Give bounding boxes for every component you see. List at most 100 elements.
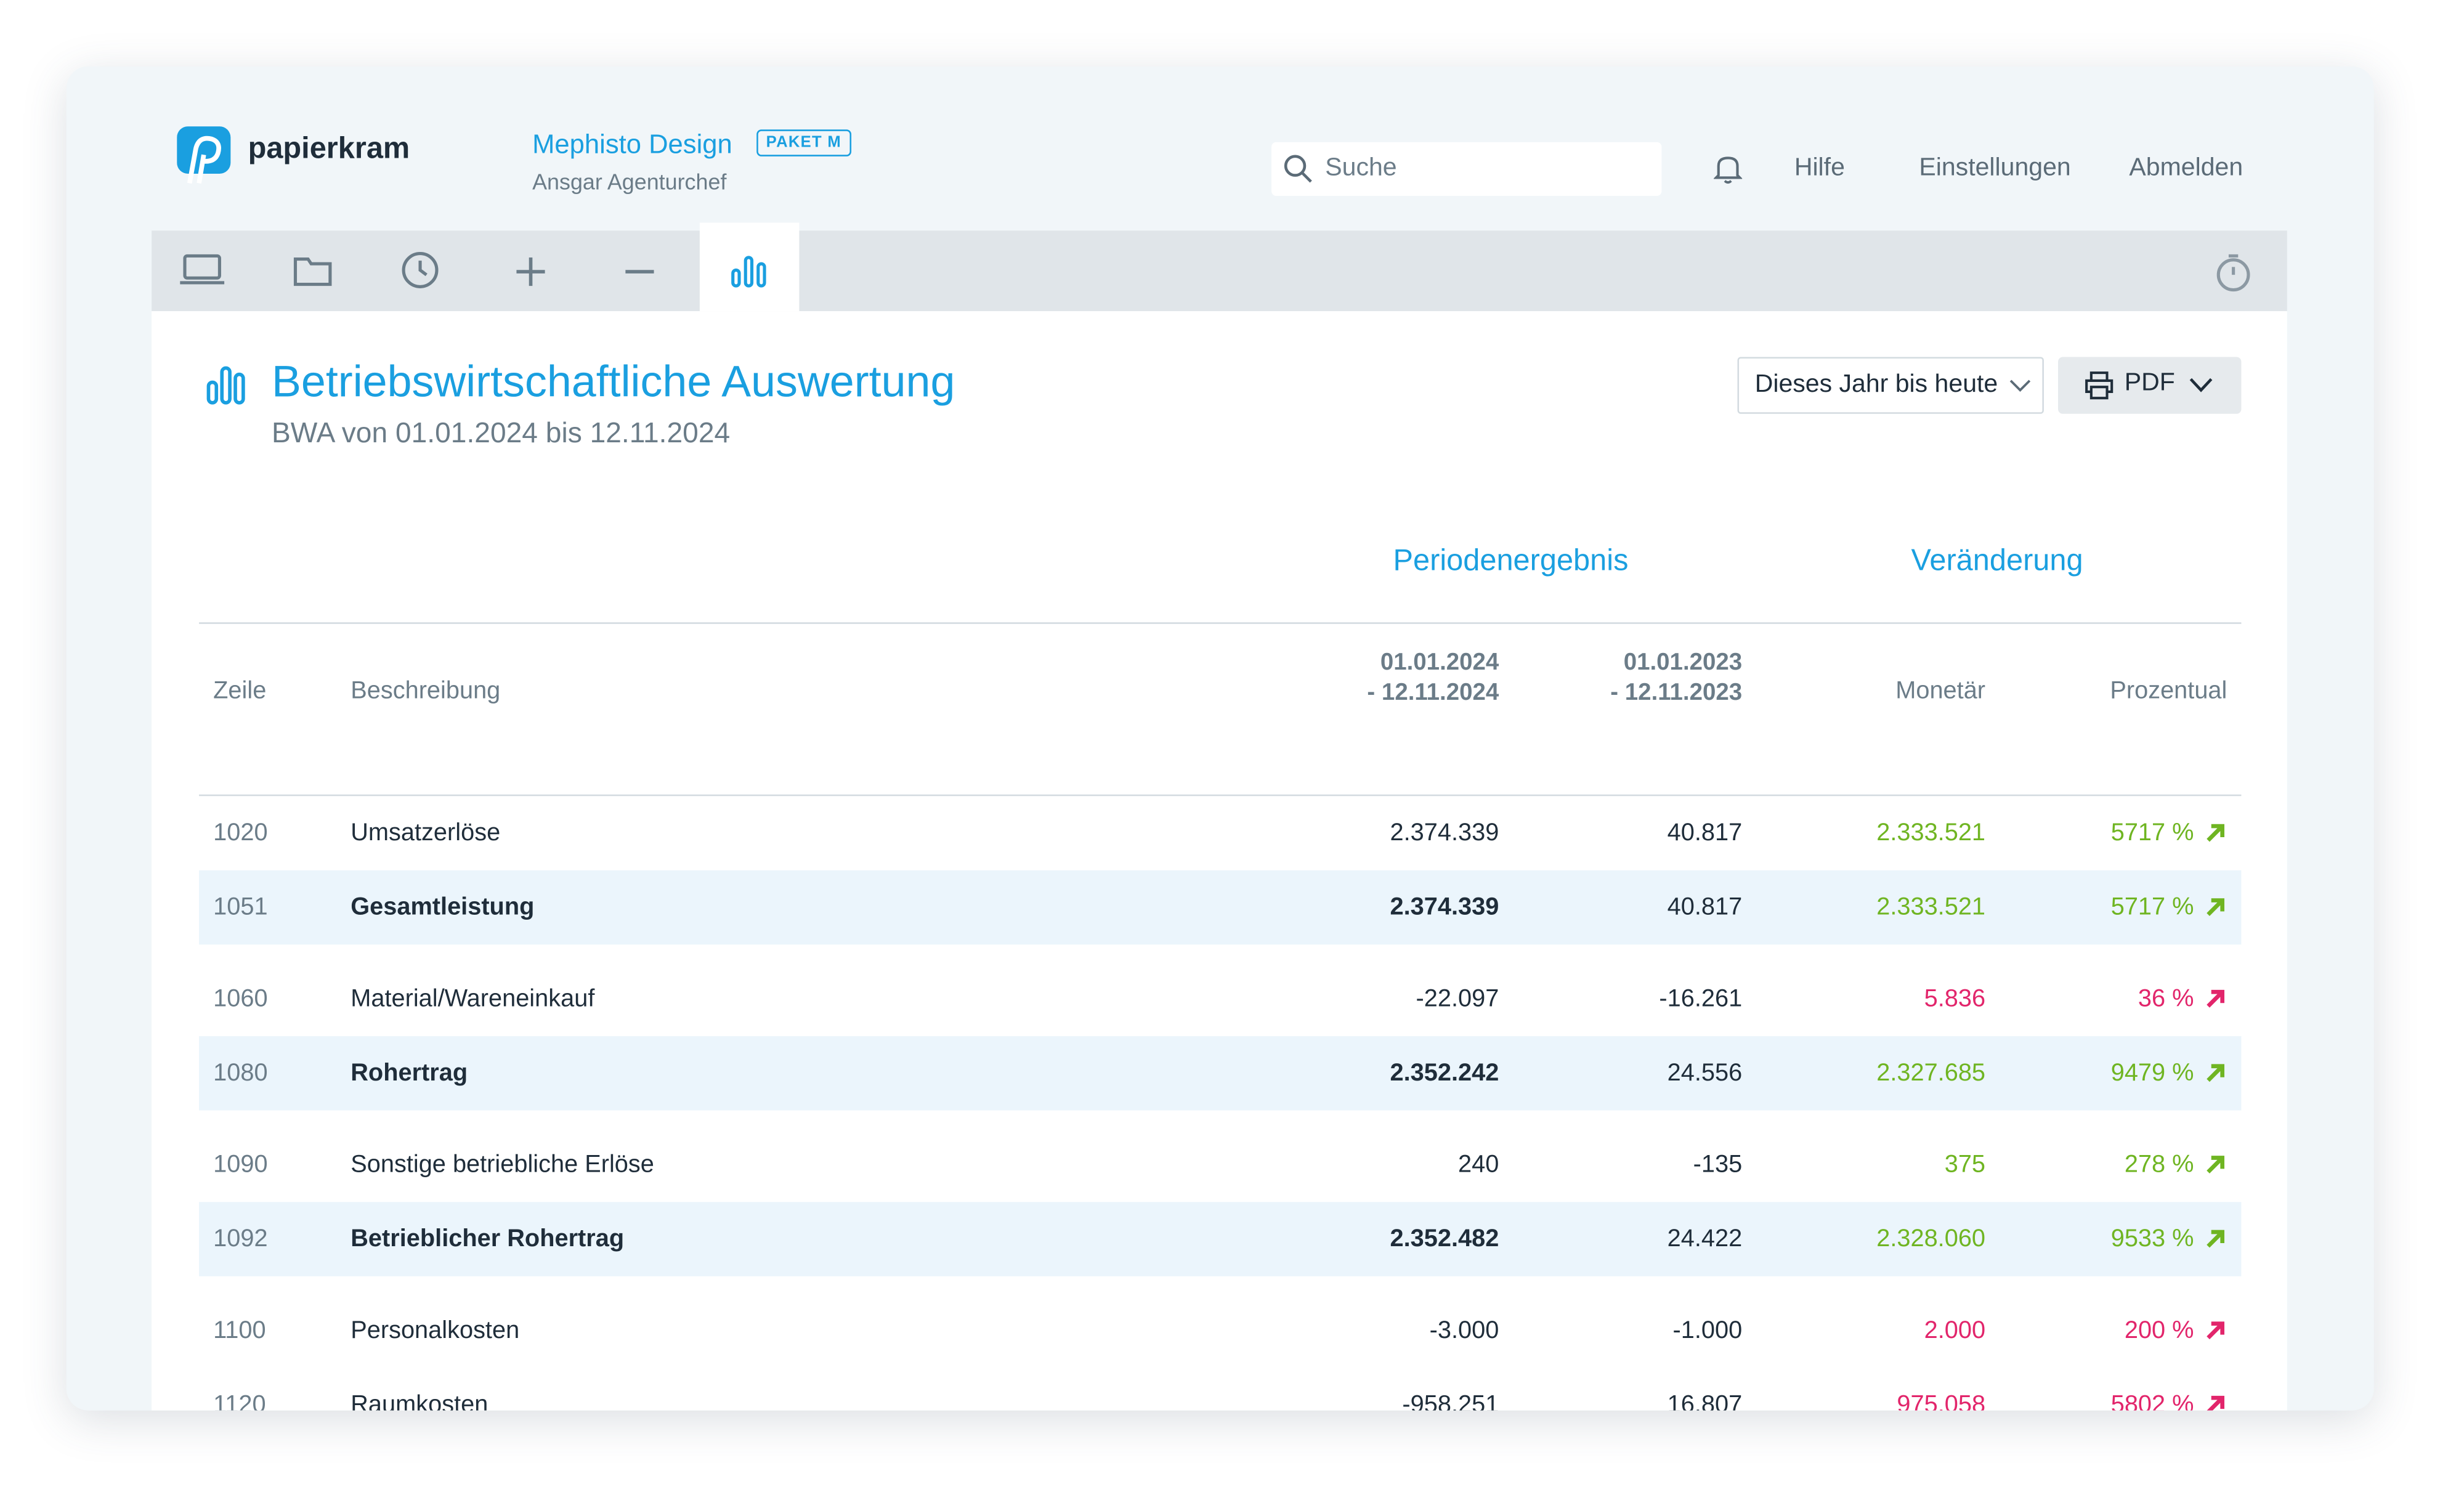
arrow-shape [2207, 1064, 2225, 1082]
change-percent: 278 % [2124, 1151, 2194, 1178]
page-title: Betriebswirtschaftliche Auswertung [272, 357, 955, 406]
header-line: - 12.11.2024 [1367, 679, 1499, 707]
tab-expenses[interactable] [622, 254, 657, 289]
divider [199, 622, 2242, 624]
trend-arrow [2207, 989, 2225, 1008]
tab-time[interactable] [400, 249, 441, 291]
timer-icon[interactable] [2215, 251, 2253, 293]
change-value: 975.058 [1897, 1391, 1986, 1411]
previous-value: 24.422 [1667, 1225, 1743, 1253]
brand: papierkram [248, 132, 410, 166]
description: Personalkosten [351, 1317, 520, 1345]
change-value: 5.836 [1924, 985, 1986, 1013]
table-row: 1090 Sonstige betriebliche Erlöse 240 -135 3… [199, 1128, 2241, 1202]
description: Rohertrag [351, 1060, 468, 1087]
description: Umsatzerlöse [351, 819, 501, 847]
previous-value: 24.556 [1667, 1060, 1743, 1087]
logo-icon [177, 126, 231, 184]
tab-desktop[interactable] [179, 251, 226, 290]
change-value: 2.333.521 [1876, 894, 1986, 921]
search-box[interactable]: Suche [1271, 142, 1662, 196]
app-window: papierkram Mephisto Design PAKET M Ansga… [66, 66, 2374, 1411]
nav-link[interactable]: Hilfe [1794, 155, 1845, 182]
icon-part [731, 268, 741, 288]
icon-part [2216, 258, 2250, 292]
export-label: PDF [2124, 369, 2175, 397]
tab-income[interactable] [513, 254, 548, 289]
column-header: Prozentual [2110, 677, 2227, 705]
icon-part [418, 261, 428, 277]
current-value: -958.251 [1402, 1391, 1499, 1411]
change-percent: 9479 % [2110, 1060, 2194, 1087]
arrow-shape [2207, 1156, 2225, 1174]
column-header: Beschreibung [351, 677, 501, 705]
page-subtitle: BWA von 01.01.2024 bis 12.11.2024 [272, 416, 731, 449]
trend-arrow [2207, 898, 2225, 916]
divider [199, 794, 2242, 797]
line-number: 1060 [213, 985, 268, 1013]
table-row: 1100 Personalkosten -3.000 -1.000 2.000 200 % [199, 1294, 2241, 1368]
tab-reports [731, 256, 766, 288]
tab-bar [152, 222, 2287, 312]
icon-part [516, 257, 545, 286]
current-value: 2.352.242 [1390, 1060, 1499, 1087]
icon-part [206, 380, 219, 405]
trend-arrow [2207, 824, 2225, 842]
content: Betriebswirtschaftliche Auswertung BWA v… [152, 311, 2287, 1411]
icon-part [2228, 254, 2239, 275]
description: Sonstige betriebliche Erlöse [351, 1151, 654, 1178]
trend-arrow [2207, 1395, 2225, 1411]
arrow-shape [2207, 989, 2225, 1008]
change-value: 375 [1944, 1151, 1986, 1178]
change-percent: 5717 % [2110, 819, 2194, 847]
arrow-shape [2207, 1230, 2225, 1248]
export-button[interactable]: PDF [2058, 357, 2242, 414]
change-percent: 5717 % [2110, 894, 2194, 921]
description: Raumkosten [351, 1391, 488, 1411]
icon-part [187, 136, 221, 184]
header-line: 01.01.2023 [1623, 649, 1743, 676]
period-select[interactable]: Dieses Jahr bis heute [1737, 357, 2044, 414]
icon-part [2009, 379, 2031, 392]
company-name[interactable]: Mephisto Design [532, 129, 732, 160]
icon-part [1284, 155, 1307, 177]
line-number: 1090 [213, 1151, 268, 1178]
line-number: 1092 [213, 1225, 268, 1253]
tab-active[interactable] [699, 222, 800, 312]
search-placeholder: Suche [1325, 155, 1397, 182]
arrow-shape [2207, 1321, 2225, 1340]
column-header: Zeile [213, 677, 267, 705]
change-percent: 5802 % [2110, 1391, 2194, 1411]
change-percent: 200 % [2124, 1317, 2194, 1345]
icon-part [744, 256, 754, 288]
trend-arrow [2207, 1321, 2225, 1340]
header-line: 01.01.2024 [1380, 649, 1499, 676]
current-value: 2.352.482 [1390, 1225, 1499, 1253]
description: Material/Wareneinkauf [351, 985, 595, 1013]
line-number: 1051 [213, 894, 268, 921]
change-percent: 36 % [2138, 985, 2194, 1013]
arrow-shape [2207, 1395, 2225, 1411]
line-number: 1120 [213, 1391, 266, 1411]
line-number: 1100 [213, 1317, 266, 1345]
previous-value: 40.817 [1667, 819, 1743, 847]
period-select-label: Dieses Jahr bis heute [1754, 371, 1998, 399]
total-row: 1051 Gesamtleistung 2.374.339 40.817 2.333.5… [199, 870, 2242, 945]
change-percent: 9533 % [2110, 1225, 2194, 1253]
tab-documents[interactable] [292, 251, 333, 290]
report-icon [206, 366, 245, 405]
column-header: 01.01.2023 - 12.11.2023 [1610, 647, 1742, 707]
bell-icon[interactable] [1714, 153, 1743, 185]
nav-link[interactable]: Abmelden [2129, 155, 2243, 182]
previous-value: -1.000 [1672, 1317, 1743, 1345]
arrow-shape [2207, 824, 2225, 842]
previous-value: -16.261 [1659, 985, 1743, 1013]
nav-link[interactable]: Einstellungen [1919, 155, 2071, 182]
change-value: 2.333.521 [1876, 819, 1986, 847]
icon-part [2085, 371, 2113, 400]
change-value: 2.327.685 [1876, 1060, 1986, 1087]
description: Gesamtleistung [351, 894, 535, 921]
change-value: 2.328.060 [1876, 1225, 1986, 1253]
icon-part [402, 251, 439, 288]
